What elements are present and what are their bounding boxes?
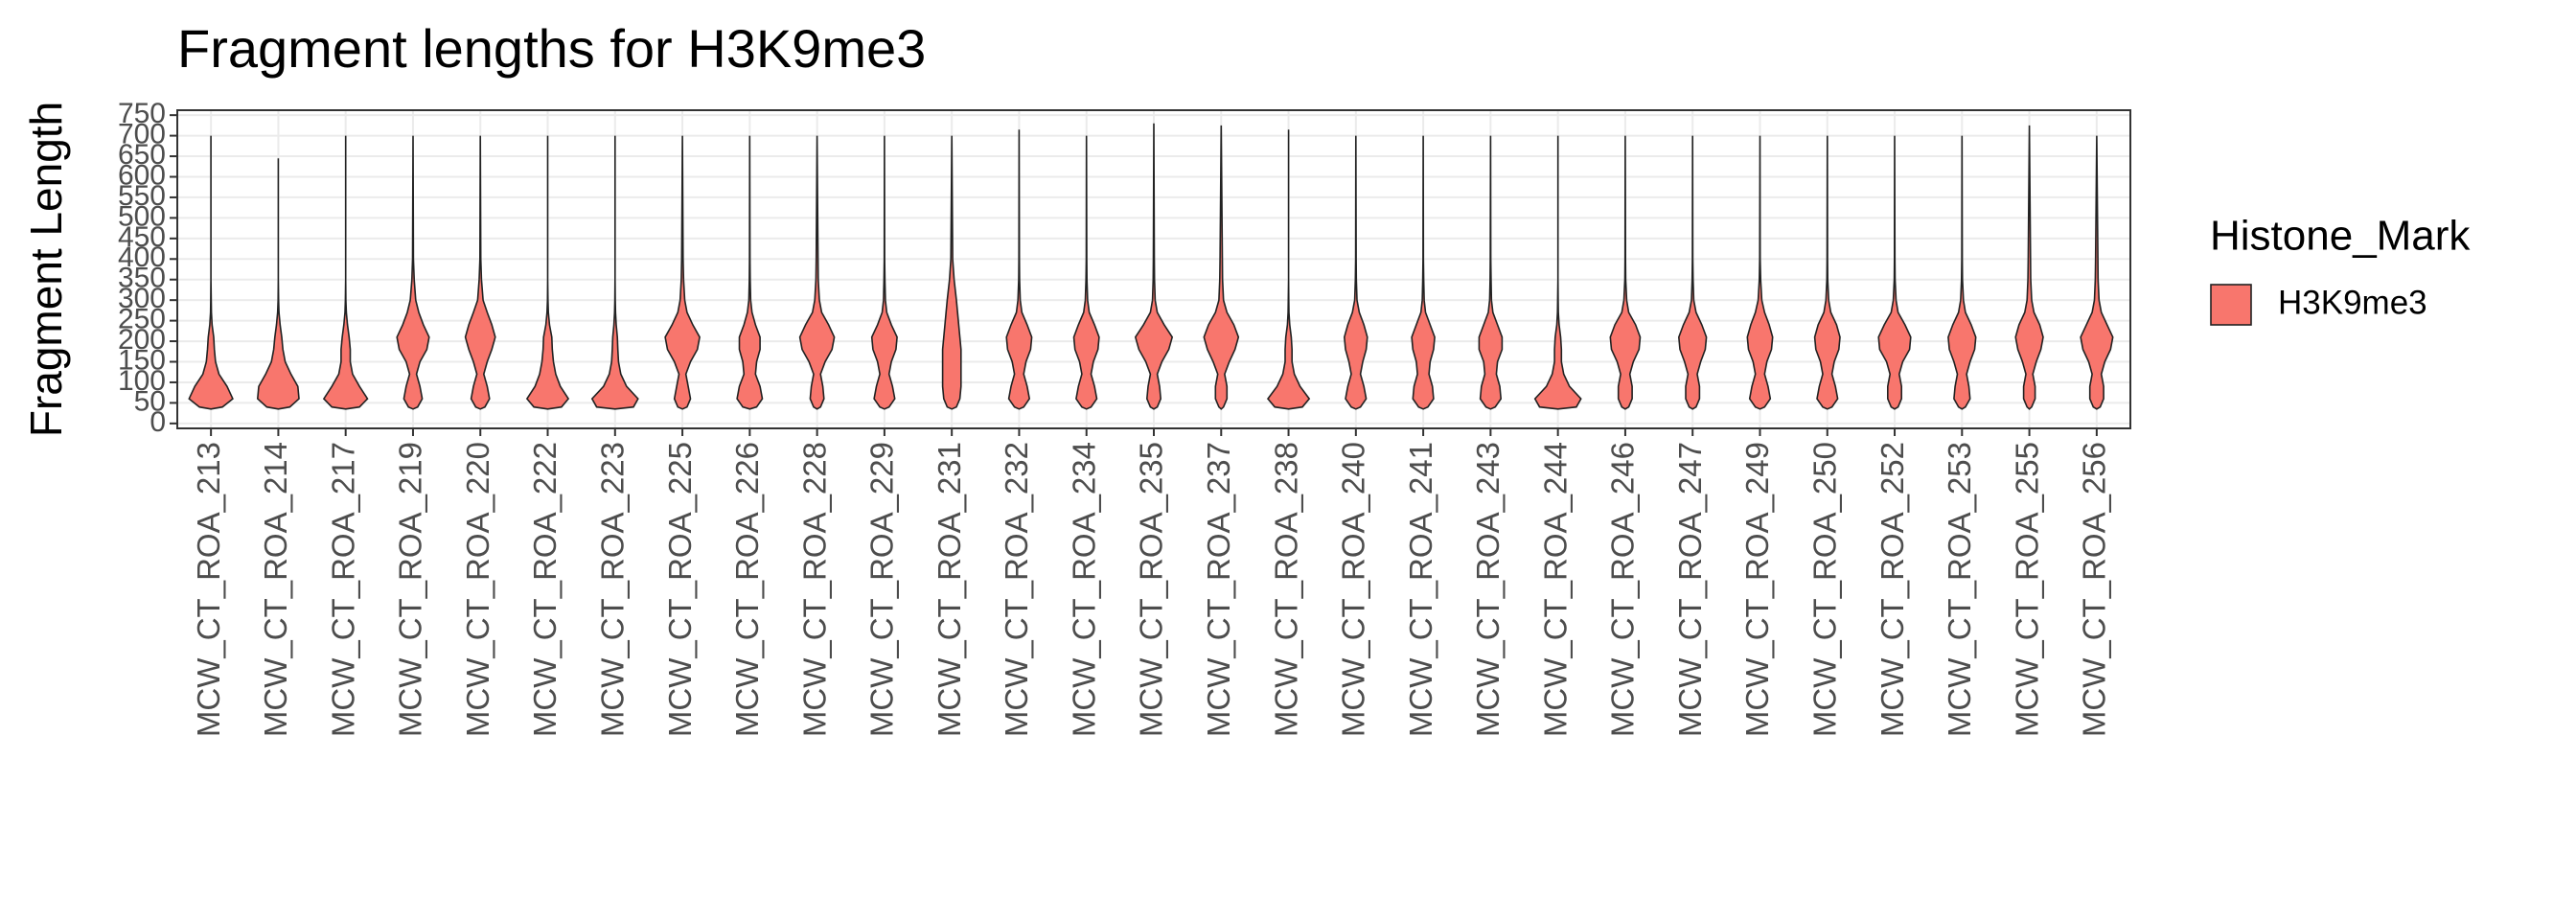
- violin: [1411, 135, 1436, 410]
- y-tick-label: 700: [118, 119, 166, 150]
- violin: [736, 135, 764, 410]
- x-tick-label: MCW_CT_ROA_255: [2009, 442, 2044, 737]
- x-tick-label: MCW_CT_ROA_225: [662, 442, 698, 737]
- x-tick-label: MCW_CT_ROA_232: [999, 442, 1034, 737]
- violin: [1478, 135, 1504, 410]
- violin: [1746, 135, 1774, 410]
- x-tick-label: MCW_CT_ROA_229: [864, 442, 900, 737]
- violin: [256, 158, 300, 410]
- x-tick-label: MCW_CT_ROA_253: [1942, 442, 1977, 737]
- x-tick-label: MCW_CT_ROA_241: [1403, 442, 1438, 737]
- violin: [396, 135, 430, 410]
- violin: [1343, 135, 1368, 410]
- x-tick-label: MCW_CT_ROA_220: [460, 442, 495, 737]
- violin: [870, 135, 898, 410]
- violin: [1134, 123, 1174, 410]
- y-tick-label: 250: [118, 304, 166, 335]
- legend-title: Histone_Mark: [2210, 213, 2471, 260]
- violin: [798, 135, 836, 410]
- violin: [1533, 135, 1582, 410]
- x-tick-label: MCW_CT_ROA_240: [1336, 442, 1371, 737]
- legend-label: H3K9me3: [2278, 284, 2427, 321]
- x-tick-label: MCW_CT_ROA_235: [1134, 442, 1169, 737]
- y-tick-label: 0: [150, 406, 166, 438]
- y-tick-label: 150: [118, 344, 166, 376]
- y-tick-label: 500: [118, 200, 166, 232]
- y-tick-label: 50: [134, 385, 166, 417]
- violin: [2080, 135, 2114, 410]
- x-tick-label: MCW_CT_ROA_231: [932, 442, 967, 737]
- violin: [322, 135, 369, 410]
- x-tick-label: MCW_CT_ROA_244: [1537, 442, 1573, 737]
- x-tick-label: MCW_CT_ROA_217: [325, 442, 360, 737]
- x-tick-label: MCW_CT_ROA_256: [2077, 442, 2112, 737]
- x-tick-label: MCW_CT_ROA_234: [1066, 442, 1101, 737]
- x-tick-label: MCW_CT_ROA_226: [729, 442, 765, 737]
- violin: [2014, 125, 2044, 410]
- violin: [1813, 135, 1841, 410]
- violin: [1947, 135, 1977, 410]
- x-tick-label: MCW_CT_ROA_223: [595, 442, 631, 737]
- y-tick-label: 100: [118, 365, 166, 397]
- y-tick-label: 750: [118, 98, 166, 129]
- x-tick-label: MCW_CT_ROA_237: [1201, 442, 1236, 737]
- legend-key: [2210, 284, 2252, 326]
- y-axis-label: Fragment Length: [21, 102, 71, 437]
- violin: [464, 135, 496, 410]
- violin: [1005, 129, 1033, 410]
- x-tick-label: MCW_CT_ROA_228: [796, 442, 832, 737]
- x-tick-label: MCW_CT_ROA_252: [1874, 442, 1910, 737]
- chart-title: Fragment lengths for H3K9me3: [177, 18, 926, 79]
- x-tick-label: MCW_CT_ROA_214: [258, 442, 293, 737]
- x-tick-label: MCW_CT_ROA_238: [1268, 442, 1303, 737]
- y-tick-label: 450: [118, 221, 166, 253]
- violin: [1677, 135, 1708, 410]
- violin: [1609, 135, 1642, 410]
- violin: [1877, 135, 1912, 410]
- x-tick-label: MCW_CT_ROA_247: [1672, 442, 1708, 737]
- violin: [525, 135, 570, 410]
- y-tick-label: 600: [118, 159, 166, 191]
- y-tick-label: 400: [118, 242, 166, 273]
- x-tick-label: MCW_CT_ROA_249: [1739, 442, 1775, 737]
- violin: [188, 135, 234, 410]
- violin: [1203, 125, 1240, 410]
- y-tick-label: 550: [118, 180, 166, 212]
- violin: [1072, 135, 1100, 410]
- violin: [664, 135, 701, 410]
- x-tick-label: MCW_CT_ROA_213: [191, 442, 226, 737]
- y-tick-label: 650: [118, 139, 166, 171]
- violin: [590, 135, 639, 410]
- violin: [1266, 129, 1311, 410]
- y-tick-label: 300: [118, 283, 166, 314]
- x-tick-label: MCW_CT_ROA_250: [1806, 442, 1842, 737]
- y-tick-label: 200: [118, 324, 166, 356]
- violin: [941, 135, 962, 410]
- x-tick-label: MCW_CT_ROA_246: [1605, 442, 1641, 737]
- y-tick-label: 350: [118, 263, 166, 294]
- x-tick-label: MCW_CT_ROA_243: [1470, 442, 1506, 737]
- x-tick-label: MCW_CT_ROA_219: [393, 442, 428, 737]
- x-tick-label: MCW_CT_ROA_222: [527, 442, 563, 737]
